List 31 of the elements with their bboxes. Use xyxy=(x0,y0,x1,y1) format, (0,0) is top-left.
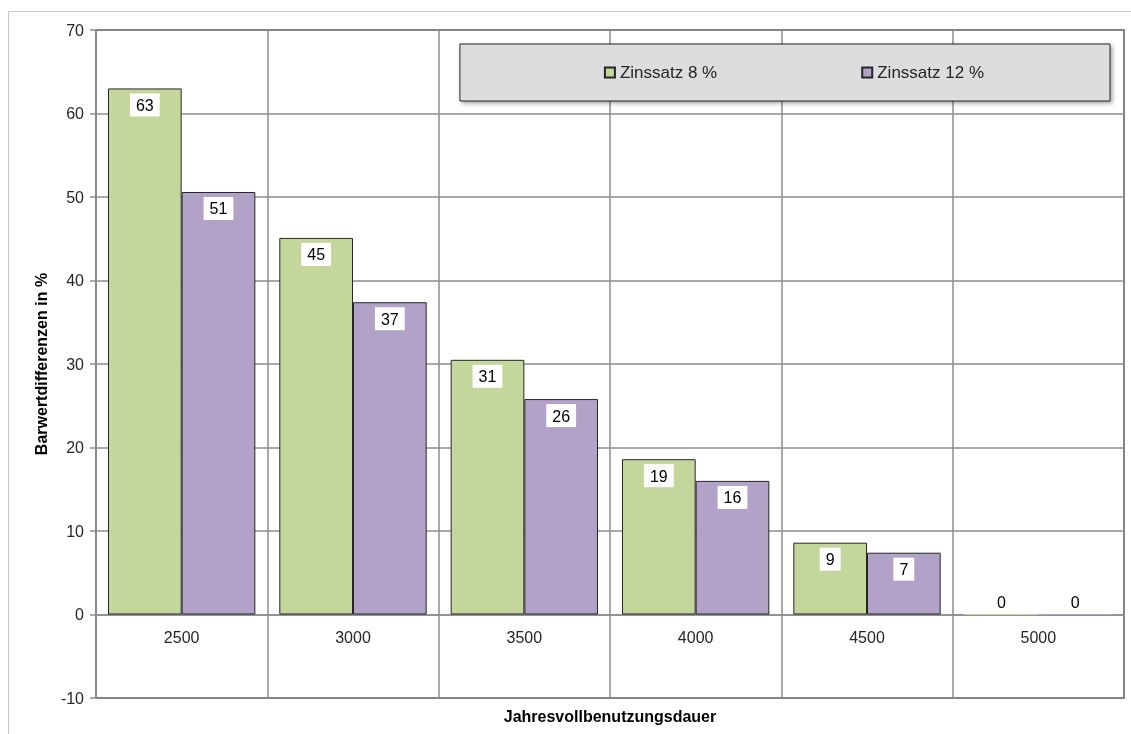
data-label: 63 xyxy=(135,96,154,114)
x-tick-label: 5000 xyxy=(1020,629,1057,646)
x-tick-label: 4000 xyxy=(677,629,714,646)
y-tick-label: 40 xyxy=(66,272,85,289)
y-tick-label: 20 xyxy=(66,439,85,456)
y-tick-label: 10 xyxy=(66,522,85,540)
data-label: 16 xyxy=(723,489,742,507)
data-label: 37 xyxy=(380,310,399,328)
legend-label: Zinssatz 12 % xyxy=(877,63,984,82)
x-axis-title: Jahresvollbenutzungsdauer xyxy=(503,707,717,725)
x-tick-label: 4500 xyxy=(849,629,885,646)
x-tick-label: 2500 xyxy=(163,629,200,646)
data-label: 45 xyxy=(307,246,326,264)
data-label: 7 xyxy=(899,561,909,579)
y-tick-label: 0 xyxy=(75,606,85,623)
y-tick-label: 50 xyxy=(66,188,85,206)
y-tick-label: 70 xyxy=(66,21,85,39)
data-label: 0 xyxy=(1070,593,1080,611)
y-tick-label: 30 xyxy=(66,355,85,373)
data-label: 31 xyxy=(478,368,497,386)
x-tick-label: 3000 xyxy=(335,629,371,646)
y-tick-label: -10 xyxy=(60,689,85,707)
y-tick-label: 60 xyxy=(66,105,85,122)
data-label: 26 xyxy=(552,407,571,425)
data-label: 51 xyxy=(209,200,228,218)
data-label: 9 xyxy=(825,551,835,569)
y-axis-title: Barwertdifferenzen in % xyxy=(33,272,51,456)
data-label: 0 xyxy=(997,593,1007,611)
data-label: 19 xyxy=(649,467,668,485)
legend-label: Zinssatz 8 % xyxy=(619,63,718,82)
x-tick-label: 3500 xyxy=(506,629,543,646)
